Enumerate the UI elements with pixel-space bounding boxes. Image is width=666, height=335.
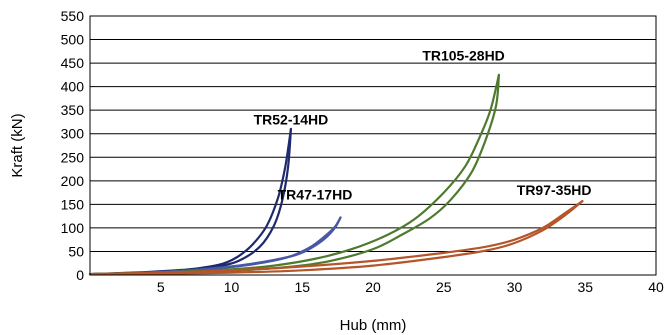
series-label-tr97-35hd: TR97-35HD — [517, 182, 592, 198]
series-labels: TR52-14HD TR47-17HD TR105-28HD TR97-35HD — [254, 48, 592, 203]
x-tick-label: 10 — [224, 279, 240, 295]
y-tick-label: 400 — [61, 79, 85, 95]
y-tick-label: 300 — [61, 126, 85, 142]
x-tick-labels: 5 10 15 20 25 30 35 40 — [157, 279, 664, 295]
y-tick-labels: 0 50 100 150 200 250 300 350 400 450 500 550 — [61, 8, 85, 283]
series-line-tr105-28hd-loading — [88, 73, 500, 276]
x-tick-label: 40 — [648, 279, 664, 295]
y-tick-label: 100 — [61, 220, 85, 236]
plot-frame — [89, 15, 657, 276]
series-line-tr97-35hd-loading — [88, 200, 584, 276]
x-tick-label: 15 — [294, 279, 310, 295]
y-tick-label: 150 — [61, 196, 85, 212]
x-tick-label: 30 — [507, 279, 523, 295]
y-tick-label: 500 — [61, 32, 85, 48]
x-tick-label: 35 — [577, 279, 593, 295]
x-tick-label: 20 — [365, 279, 381, 295]
series-lines — [88, 73, 584, 276]
x-tick-label: 25 — [436, 279, 452, 295]
series-line-tr52-14hd-loading — [88, 127, 292, 276]
y-tick-label: 250 — [61, 149, 85, 165]
grid-lines — [90, 15, 656, 276]
y-tick-label: 50 — [68, 243, 84, 259]
series-line-tr97-35hd-unloading — [88, 200, 584, 276]
y-tick-label: 0 — [76, 267, 84, 283]
series-line-tr52-14hd-unloading — [88, 127, 292, 276]
series-label-tr47-17hd: TR47-17HD — [278, 187, 353, 203]
x-axis-label: Hub (mm) — [340, 317, 407, 334]
x-tick-label: 5 — [157, 279, 165, 295]
y-tick-label: 200 — [61, 173, 85, 189]
y-axis-label: Kraft (kN) — [9, 113, 26, 177]
series-label-tr52-14hd: TR52-14HD — [254, 111, 329, 127]
series-line-tr105-28hd-unloading — [88, 73, 500, 276]
y-tick-label: 450 — [61, 55, 85, 71]
series-label-tr105-28hd: TR105-28HD — [422, 48, 504, 64]
y-tick-label: 550 — [61, 8, 85, 24]
y-tick-label: 350 — [61, 102, 85, 118]
